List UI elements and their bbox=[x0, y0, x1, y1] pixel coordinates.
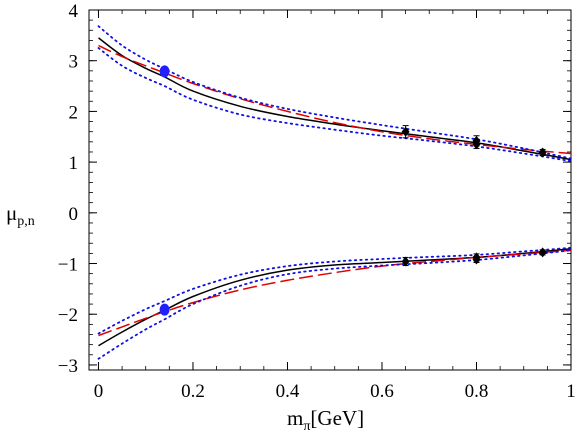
y-tick-label: 4 bbox=[69, 1, 79, 22]
x-tick-label: 0 bbox=[94, 381, 104, 402]
series-neutron-dashed bbox=[98, 249, 572, 337]
series-proton-dashed bbox=[98, 44, 572, 155]
y-tick-label: −1 bbox=[58, 255, 78, 276]
x-tick-label: 0.4 bbox=[276, 381, 300, 402]
series-neutron-solid bbox=[98, 248, 572, 347]
series-proton-solid bbox=[98, 37, 572, 161]
lattice-point bbox=[538, 247, 547, 258]
lattice-point bbox=[401, 256, 410, 267]
y-tick-label: −3 bbox=[58, 356, 78, 377]
lattice-point bbox=[401, 125, 410, 139]
x-tick-label: 0.2 bbox=[181, 381, 205, 402]
ticks bbox=[89, 9, 572, 370]
x-tick-label: 0.8 bbox=[465, 381, 489, 402]
x-axis-label: mπ[GeV] bbox=[287, 406, 364, 434]
experimental-point bbox=[159, 65, 170, 78]
lattice-point bbox=[472, 254, 481, 265]
y-tick-label: 1 bbox=[69, 153, 79, 174]
y-axis-label: μp,n bbox=[6, 201, 35, 229]
x-tick-label: 1 bbox=[566, 381, 576, 402]
x-tick-label: 0.6 bbox=[370, 381, 394, 402]
series-proton-dotted-upper bbox=[97, 25, 572, 160]
series-neutron-dotted-lower bbox=[97, 249, 572, 360]
y-tick-label: −2 bbox=[58, 305, 78, 326]
data-points bbox=[159, 65, 547, 316]
lattice-point bbox=[538, 147, 547, 158]
lattice-point bbox=[472, 139, 481, 150]
plot-frame bbox=[88, 9, 572, 371]
tick-labels: 0 0.2 0.4 0.6 0.8 1 4 3 2 1 0 −1 −2 −3 bbox=[58, 1, 576, 402]
y-tick-label: 0 bbox=[69, 204, 79, 225]
experimental-point bbox=[159, 303, 170, 316]
series-neutron-dotted-upper bbox=[97, 246, 572, 335]
y-tick-label: 2 bbox=[69, 102, 79, 123]
y-tick-label: 3 bbox=[69, 52, 79, 73]
